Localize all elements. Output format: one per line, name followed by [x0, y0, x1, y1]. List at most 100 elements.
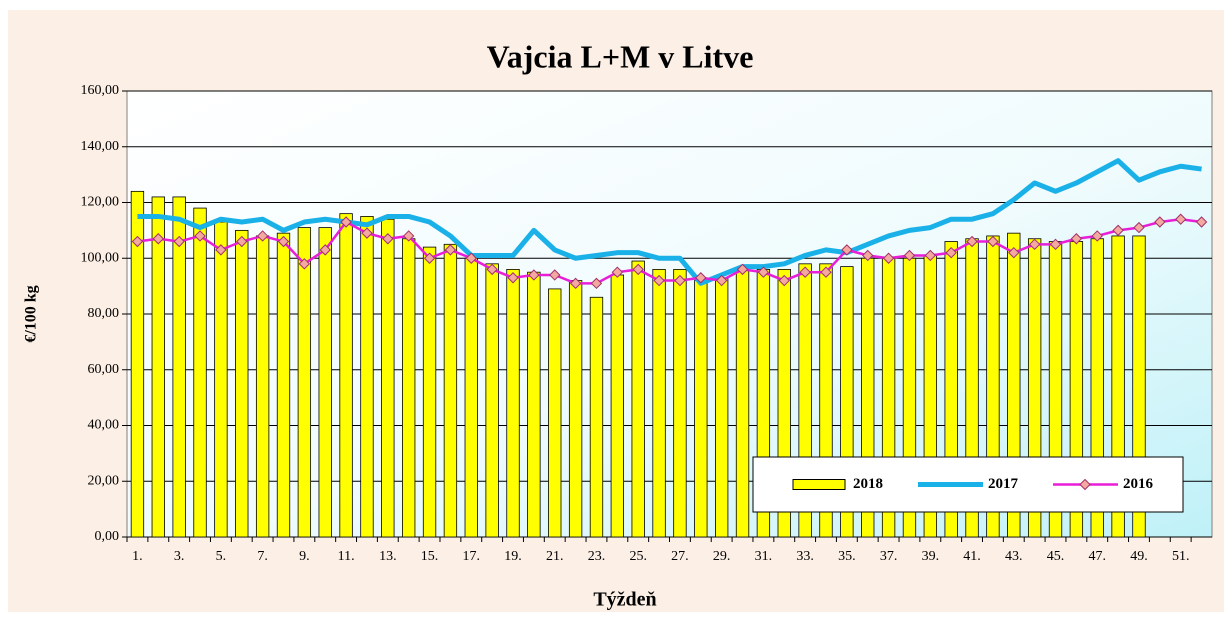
- marker: [1070, 233, 1083, 245]
- marker: [590, 277, 603, 290]
- x-tick-label: 43.: [1005, 549, 1023, 564]
- chart-title: Vajcia L+M v Litve: [487, 38, 754, 74]
- marker: [945, 246, 957, 259]
- x-tick-label: 33.: [796, 549, 814, 564]
- x-tick-label: 19.: [504, 549, 522, 564]
- marker: [841, 244, 853, 256]
- y-tick-label: 140,00: [81, 139, 120, 154]
- x-tick-label: 23.: [588, 549, 606, 564]
- marker: [987, 235, 999, 248]
- marker: [528, 269, 540, 281]
- marker: [361, 227, 373, 239]
- bar: [715, 277, 729, 538]
- y-tick-label: 40,00: [88, 418, 120, 433]
- legend-marker: [1079, 478, 1091, 491]
- marker: [924, 249, 937, 262]
- x-tick-label: 47.: [1088, 549, 1106, 564]
- marker: [215, 244, 227, 256]
- marker: [486, 263, 498, 276]
- x-tick-label: 9.: [299, 549, 310, 564]
- bar: [506, 268, 520, 538]
- bar: [422, 246, 437, 538]
- marker: [465, 252, 477, 264]
- bar: [172, 196, 186, 538]
- marker: [236, 235, 248, 248]
- marker: [1028, 238, 1041, 251]
- marker: [382, 233, 394, 245]
- bar: [652, 268, 666, 538]
- bar: [339, 213, 353, 538]
- marker: [1049, 238, 1062, 251]
- marker: [1133, 221, 1145, 234]
- marker: [549, 269, 561, 281]
- marker: [674, 274, 686, 287]
- legend-label: 2016: [1123, 476, 1154, 492]
- y-tick-label: 120,00: [81, 195, 120, 210]
- marker: [695, 272, 707, 284]
- x-tick-label: 37.: [880, 549, 898, 564]
- x-tick-label: 17.: [463, 549, 481, 564]
- x-tick-label: 45.: [1047, 549, 1065, 564]
- bar: [589, 296, 604, 538]
- bar: [130, 190, 145, 538]
- bar: [193, 207, 207, 538]
- bar: [735, 268, 750, 538]
- x-tick-label: 5.: [216, 549, 227, 564]
- marker: [1091, 230, 1103, 242]
- marker: [1154, 216, 1166, 228]
- legend-label: 2017: [988, 476, 1019, 492]
- marker: [778, 274, 790, 287]
- marker: [507, 272, 519, 284]
- marker: [194, 230, 206, 242]
- marker: [402, 230, 415, 242]
- marker: [862, 249, 874, 262]
- x-tick-label: 3.: [174, 549, 185, 564]
- bar: [485, 263, 499, 538]
- y-tick-label: 20,00: [88, 473, 120, 488]
- marker: [715, 274, 728, 287]
- marker: [423, 252, 436, 264]
- marker: [256, 230, 269, 242]
- marker: [632, 263, 644, 276]
- line: [137, 158, 1202, 286]
- marker: [882, 252, 895, 264]
- line: [137, 217, 1202, 285]
- marker: [799, 266, 811, 278]
- bar: [255, 235, 270, 538]
- x-tick-label: 11.: [338, 549, 355, 564]
- bar: [527, 271, 541, 538]
- x-tick-label: 1.: [132, 549, 143, 564]
- bar: [610, 274, 624, 538]
- marker: [1195, 216, 1208, 228]
- marker: [1112, 224, 1124, 237]
- y-tick-label: 100,00: [81, 250, 120, 265]
- x-tick-label: 27.: [671, 549, 689, 564]
- marker: [319, 244, 331, 256]
- bar: [694, 280, 708, 538]
- marker: [757, 266, 770, 278]
- bar: [360, 216, 374, 538]
- marker: [131, 235, 144, 248]
- marker: [277, 235, 290, 248]
- x-tick-label: 41.: [963, 549, 981, 564]
- x-tick-label: 21.: [546, 549, 564, 564]
- legend-swatch: [792, 479, 846, 490]
- x-tick-label: 49.: [1130, 549, 1148, 564]
- bar: [402, 238, 416, 538]
- bar: [214, 221, 228, 538]
- marker: [966, 235, 978, 248]
- marker: [444, 244, 457, 256]
- x-axis-label: Týždeň: [593, 589, 656, 611]
- bar: [443, 243, 458, 538]
- marker: [298, 258, 311, 270]
- bar: [151, 196, 165, 538]
- x-tick-label: 51.: [1172, 549, 1190, 564]
- bar: [673, 268, 687, 538]
- bar: [381, 218, 395, 538]
- legend-label: 2018: [853, 476, 883, 492]
- x-tick-label: 29.: [713, 549, 731, 564]
- marker: [653, 274, 665, 287]
- y-tick-label: 60,00: [88, 362, 120, 377]
- y-tick-label: 0,00: [95, 529, 120, 544]
